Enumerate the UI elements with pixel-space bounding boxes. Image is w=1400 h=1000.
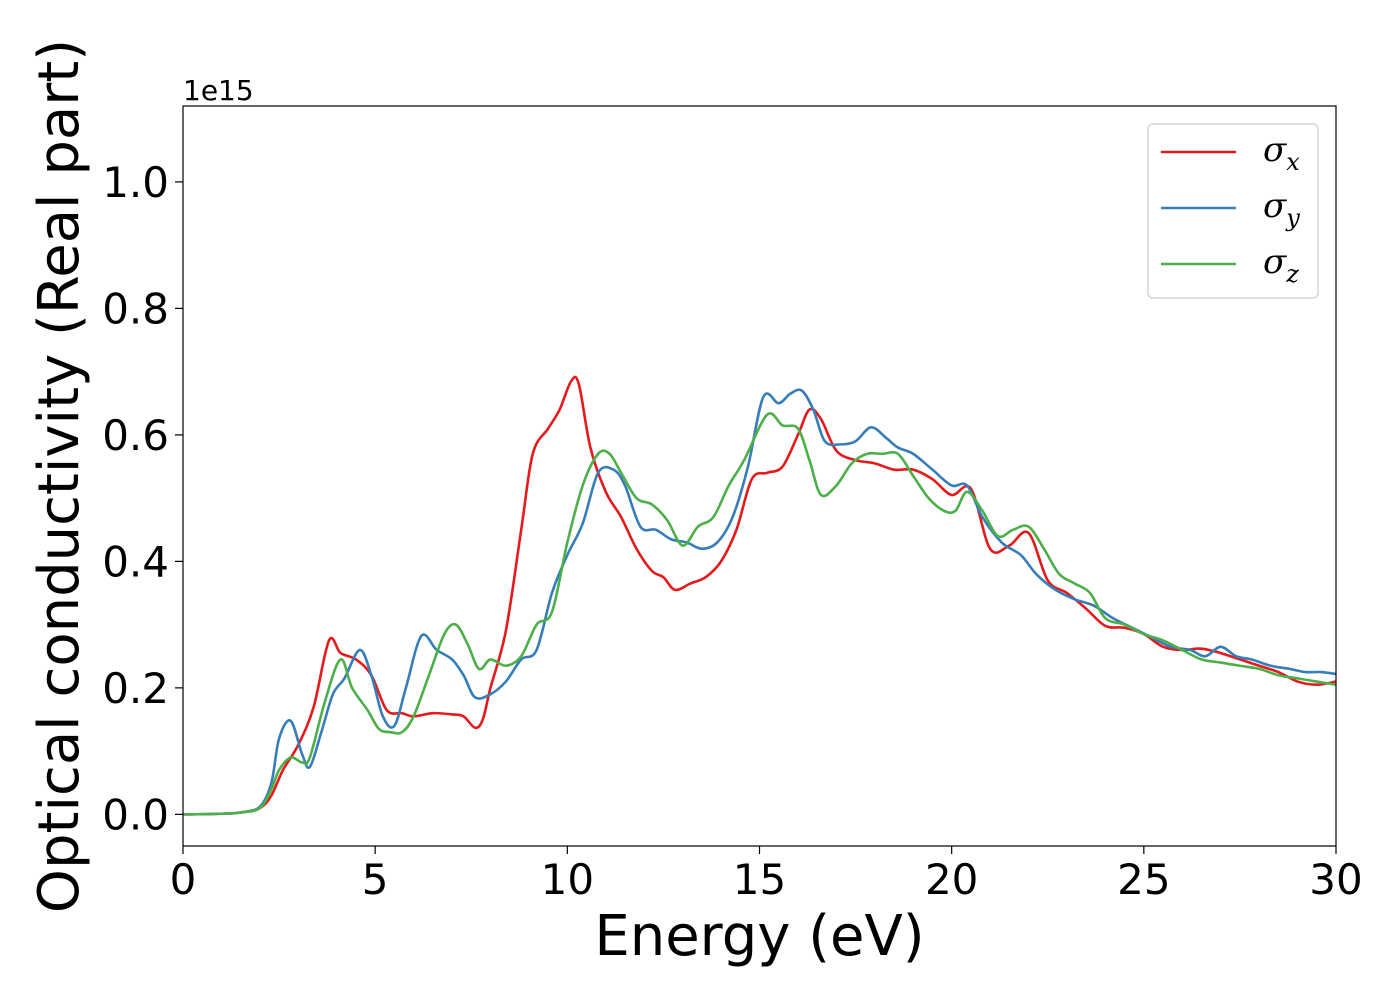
x-tick-label: 15 — [733, 855, 786, 904]
x-tick-label: 20 — [925, 855, 978, 904]
x-tick-label: 10 — [541, 855, 594, 904]
x-axis: 0 5 10 15 20 25 30 — [170, 846, 1363, 904]
y-tick-label: 0.0 — [102, 790, 169, 839]
y-tick-label: 0.6 — [102, 411, 169, 460]
x-tick-label: 30 — [1309, 855, 1362, 904]
y-tick-label: 1.0 — [102, 158, 169, 207]
x-tick-label: 5 — [362, 855, 389, 904]
y-tick-label: 0.8 — [102, 284, 169, 333]
y-axis-title: Optical conductivity (Real part) — [27, 39, 92, 913]
series-layer — [183, 375, 1336, 816]
y-tick-label: 0.4 — [102, 537, 169, 586]
x-axis-title: Energy (eV) — [594, 904, 924, 969]
y-tick-label: 0.2 — [102, 664, 169, 713]
series-line-y — [183, 388, 1336, 816]
y-offset-label: 1e15 — [183, 74, 254, 107]
y-axis: 0.0 0.2 0.4 0.6 0.8 1.0 — [102, 158, 183, 839]
series-line-x — [183, 375, 1336, 816]
series-line-z — [183, 412, 1336, 816]
legend-frame — [1147, 123, 1319, 299]
x-tick-label: 25 — [1117, 855, 1170, 904]
x-tick-label: 0 — [170, 855, 197, 904]
